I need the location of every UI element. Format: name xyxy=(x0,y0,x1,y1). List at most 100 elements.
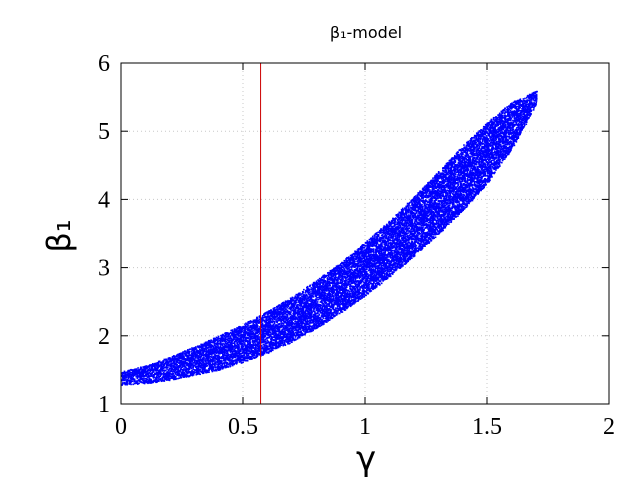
scatter-point xyxy=(244,334,247,337)
scatter-point xyxy=(295,301,298,304)
scatter-point xyxy=(134,368,136,371)
scatter-point xyxy=(202,356,205,359)
scatter-point xyxy=(183,358,185,361)
scatter-point xyxy=(156,381,158,383)
scatter-point xyxy=(174,358,177,361)
scatter-point xyxy=(195,360,197,363)
scatter-point xyxy=(152,376,154,378)
scatter-point xyxy=(194,359,196,362)
scatter-point xyxy=(178,359,180,361)
scatter-point xyxy=(177,360,179,362)
scatter-point xyxy=(151,380,153,383)
scatter-point xyxy=(267,345,269,348)
scatter-point xyxy=(129,371,131,374)
scatter-point xyxy=(256,316,258,319)
scatter-point xyxy=(182,363,184,365)
scatter-point xyxy=(181,366,183,368)
scatter-point xyxy=(211,370,214,373)
scatter-point xyxy=(272,347,275,350)
scatter-point xyxy=(130,376,133,378)
scatter-point xyxy=(179,366,181,369)
scatter-point xyxy=(220,360,223,362)
scatter-point xyxy=(179,357,182,360)
scatter-point xyxy=(164,378,167,381)
scatter-point xyxy=(193,353,196,356)
scatter-point xyxy=(217,359,219,362)
scatter-point xyxy=(242,339,245,341)
scatter-point xyxy=(258,341,261,344)
scatter-point xyxy=(177,362,180,364)
scatter-point xyxy=(171,364,173,366)
scatter-point xyxy=(271,338,273,340)
scatter-point xyxy=(157,374,159,377)
scatter-point xyxy=(191,369,193,372)
scatter-point xyxy=(124,375,127,378)
scatter-point xyxy=(201,370,204,372)
scatter-point xyxy=(182,361,185,364)
scatter-point xyxy=(165,372,167,375)
scatter-point xyxy=(192,372,195,375)
scatter-point xyxy=(138,371,140,374)
scatter-point xyxy=(137,382,139,385)
scatter-point xyxy=(151,375,154,377)
scatter-point xyxy=(167,369,170,372)
scatter-point xyxy=(183,369,186,371)
scatter-point xyxy=(157,373,160,376)
scatter-point xyxy=(158,380,160,383)
scatter-point xyxy=(156,369,158,372)
scatter-point xyxy=(256,355,259,357)
scatter-point xyxy=(184,362,187,365)
scatter-point xyxy=(194,368,196,371)
scatter-point xyxy=(137,376,139,379)
scatter-point xyxy=(262,327,265,330)
scatter-point xyxy=(266,318,268,321)
scatter-point xyxy=(178,359,181,362)
scatter-point xyxy=(181,356,184,359)
scatter-point xyxy=(194,354,197,357)
scatter-point xyxy=(169,360,172,363)
scatter-point xyxy=(122,379,125,382)
scatter-point xyxy=(195,364,197,366)
scatter-point xyxy=(273,335,276,337)
scatter-point xyxy=(289,342,291,345)
scatter-point xyxy=(239,348,242,350)
scatter-point xyxy=(227,353,230,356)
scatter-point xyxy=(183,351,185,353)
scatter-point xyxy=(141,371,143,374)
scatter-point xyxy=(281,342,284,345)
scatter-point xyxy=(130,373,133,376)
scatter-point xyxy=(149,364,152,367)
scatter-point xyxy=(171,376,173,378)
scatter-point xyxy=(167,371,169,373)
scatter-point xyxy=(208,371,210,373)
scatter-point xyxy=(182,357,184,360)
scatter-point xyxy=(166,363,168,365)
scatter-point xyxy=(187,359,190,362)
scatter-point xyxy=(125,377,128,379)
scatter-point xyxy=(159,368,162,371)
scatter-point xyxy=(189,359,191,362)
scatter-point xyxy=(141,372,144,374)
scatter-point xyxy=(260,344,263,347)
scatter-point xyxy=(241,330,244,333)
scatter-point xyxy=(277,313,279,316)
scatter-point xyxy=(194,362,196,365)
scatter-point xyxy=(295,338,297,341)
scatter-point xyxy=(130,383,132,386)
scatter-point xyxy=(238,340,241,342)
scatter-point xyxy=(170,363,172,365)
scatter-point xyxy=(271,336,273,338)
scatter-point xyxy=(155,375,158,378)
scatter-point xyxy=(235,355,238,357)
scatter-point xyxy=(164,366,166,368)
scatter-point xyxy=(174,368,176,370)
scatter-point xyxy=(278,315,281,318)
scatter-point xyxy=(181,353,184,356)
scatter-point xyxy=(173,360,175,363)
scatter-point xyxy=(124,382,127,384)
scatter-point xyxy=(191,347,193,349)
scatter-point xyxy=(192,347,195,349)
scatter-point xyxy=(150,378,152,381)
scatter-point xyxy=(150,367,153,369)
scatter-point xyxy=(177,368,180,370)
